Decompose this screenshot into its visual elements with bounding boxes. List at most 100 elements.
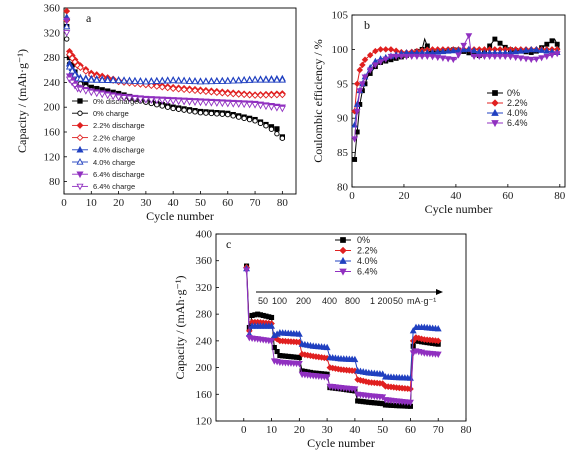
legend-label: 4.0% <box>507 108 528 118</box>
panel-label: a <box>86 11 92 25</box>
data-point <box>76 86 84 94</box>
data-point <box>115 76 123 84</box>
data-point <box>296 355 302 361</box>
rate-label: 1 200 <box>370 296 393 306</box>
data-point <box>262 91 270 99</box>
data-point <box>109 93 117 101</box>
y-tick-label: 120 <box>196 416 213 428</box>
data-point <box>512 48 520 55</box>
data-point <box>387 46 395 53</box>
data-point <box>213 100 221 107</box>
data-point <box>268 126 275 132</box>
chart-panel-b: 0 20 40 60 80 80 85 90 95 100 105 Cycle number Coulo… <box>311 10 566 217</box>
data-point <box>533 45 540 53</box>
series-2-2-discharge <box>63 7 286 99</box>
data-point <box>218 89 226 97</box>
data-point <box>142 97 150 104</box>
legend-label: 6.4% charge <box>93 182 135 191</box>
data-point <box>538 55 545 62</box>
rate-arrow-head <box>436 289 443 295</box>
data-point <box>273 91 281 99</box>
rate-label: 200 <box>296 296 311 306</box>
series-4-0- <box>243 264 442 381</box>
data-point <box>497 40 503 46</box>
legend-marker <box>339 268 347 276</box>
rate-annotation: 50 100 200 400 800 1 200 50 mA·g⁻¹ <box>256 289 443 306</box>
y-tick-label: 95 <box>337 78 349 90</box>
legend-label: 4.0% charge <box>93 158 135 167</box>
data-point <box>491 53 499 61</box>
x-tick-label: 20 <box>294 424 306 436</box>
data-point <box>377 59 384 66</box>
data-point <box>164 76 172 84</box>
data-point <box>279 135 286 141</box>
data-point <box>214 111 220 117</box>
data-point <box>268 322 276 329</box>
x-tick-label: 0 <box>61 197 67 209</box>
data-point <box>512 54 520 62</box>
data-point <box>164 84 172 92</box>
data-point <box>295 361 303 368</box>
data-point <box>240 91 248 99</box>
chart-panel-c: 0 10 20 30 40 50 60 70 80 120 160 200 240 280 320 360 40… <box>173 229 472 451</box>
data-point <box>169 98 177 105</box>
x-axis-label: Cycle number <box>307 436 375 450</box>
data-point <box>175 85 183 93</box>
data-point <box>224 100 232 108</box>
data-point <box>208 110 215 117</box>
legend-panel-b: 0%2.2%4.0%6.4% <box>487 88 528 128</box>
data-point <box>191 99 199 106</box>
data-point <box>257 91 264 99</box>
data-point <box>492 36 498 42</box>
data-point <box>423 53 431 61</box>
data-point <box>455 46 462 53</box>
data-point <box>481 53 488 61</box>
series-2-2- <box>243 264 442 393</box>
data-point <box>136 96 144 104</box>
legend-label: 0% charge <box>93 109 129 118</box>
data-point <box>455 52 462 59</box>
x-tick-label: 80 <box>554 190 566 202</box>
data-point <box>202 77 210 85</box>
data-point <box>413 53 421 61</box>
data-point <box>218 100 226 108</box>
data-point <box>235 90 243 98</box>
data-point <box>125 95 134 103</box>
data-point <box>372 62 379 69</box>
panel-label: c <box>226 237 231 251</box>
data-point <box>323 343 331 351</box>
data-point <box>240 101 248 109</box>
data-point <box>444 47 452 54</box>
y-tick-label: 240 <box>196 335 213 347</box>
data-point <box>197 110 204 116</box>
data-point <box>372 47 379 55</box>
rate-label: 50 <box>393 296 403 306</box>
data-point <box>66 51 73 58</box>
data-point <box>131 96 139 103</box>
data-point <box>98 76 106 83</box>
data-point <box>153 97 161 105</box>
series-6-4- <box>243 267 442 407</box>
rate-label: 800 <box>345 296 360 306</box>
data-point <box>522 56 530 63</box>
rate-label: 400 <box>322 296 337 306</box>
data-point <box>267 104 275 111</box>
data-point <box>229 90 237 98</box>
data-point <box>229 101 237 108</box>
legend-marker <box>76 134 84 142</box>
y-tick-label: 320 <box>44 27 61 39</box>
data-point <box>76 74 84 82</box>
data-point <box>434 48 442 55</box>
data-point <box>295 330 303 337</box>
x-tick-label: 10 <box>266 424 278 436</box>
data-point <box>356 66 364 74</box>
data-point <box>243 267 251 274</box>
data-point <box>63 7 71 15</box>
legend-panel-c: 0%2.2%4.0%6.4% <box>335 235 378 277</box>
data-point <box>170 105 176 112</box>
x-tick-label: 30 <box>322 424 334 436</box>
series-6-4- <box>351 33 561 143</box>
legend-marker <box>76 171 84 179</box>
legend-marker <box>77 110 83 116</box>
data-point <box>76 64 84 71</box>
